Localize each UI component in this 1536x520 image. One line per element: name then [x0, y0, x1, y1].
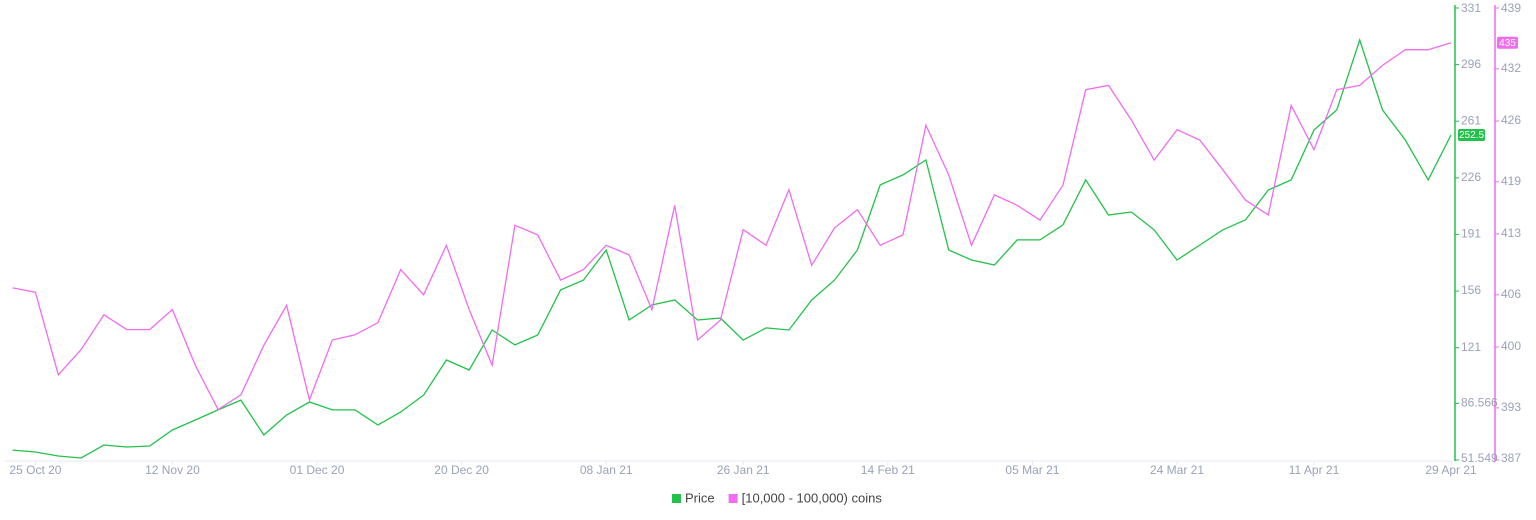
x-tick-label: 24 Mar 21: [1150, 463, 1204, 477]
x-tick-label: 25 Oct 20: [9, 463, 61, 477]
y-tick-label: 86.566: [1461, 396, 1498, 410]
legend-swatch: [728, 494, 738, 503]
last-value-badge: [1458, 128, 1485, 141]
x-tick-label: 11 Apr 21: [1289, 463, 1340, 477]
x-tick-label: 12 Nov 20: [145, 463, 200, 477]
legend-label: Price: [685, 490, 715, 505]
x-tick-label: 26 Jan 21: [717, 463, 770, 477]
legend-swatch: [672, 494, 681, 503]
series-line: [12, 42, 1452, 411]
y-tick-label: 51.549: [1461, 451, 1498, 465]
y-tick-label: 226: [1461, 170, 1481, 184]
legend-label: [10,000 - 100,000) coins: [742, 490, 883, 505]
series-line: [12, 37, 1452, 459]
y2-tick-label: 400: [1501, 339, 1521, 353]
last-value-badge: [1497, 36, 1518, 49]
x-tick-label: 14 Feb 21: [861, 463, 915, 477]
last-value-label: 435: [1499, 38, 1516, 49]
x-tick-label: 29 Apr 21: [1425, 463, 1477, 477]
y2-tick-label: 432: [1501, 61, 1521, 75]
y2-tick-label: 439: [1501, 1, 1521, 15]
y2-tick-label: 393: [1501, 400, 1521, 414]
y2-tick-label: 387: [1501, 451, 1521, 465]
y2-tick-label: 413: [1501, 226, 1521, 240]
y-tick-label: 331: [1461, 1, 1481, 15]
last-value-label: 252.5: [1459, 130, 1484, 141]
x-tick-label: 01 Dec 20: [290, 463, 345, 477]
x-tick-label: 20 Dec 20: [434, 463, 489, 477]
y-tick-label: 121: [1461, 340, 1481, 354]
y-tick-label: 296: [1461, 57, 1481, 71]
x-tick-label: 08 Jan 21: [580, 463, 633, 477]
y2-tick-label: 406: [1501, 287, 1521, 301]
y-tick-label: 261: [1461, 113, 1481, 127]
y-tick-label: 191: [1461, 227, 1481, 241]
y2-tick-label: 419: [1501, 174, 1521, 188]
y2-tick-label: 426: [1501, 113, 1521, 127]
x-tick-label: 05 Mar 21: [1005, 463, 1059, 477]
y-tick-label: 156: [1461, 283, 1481, 297]
